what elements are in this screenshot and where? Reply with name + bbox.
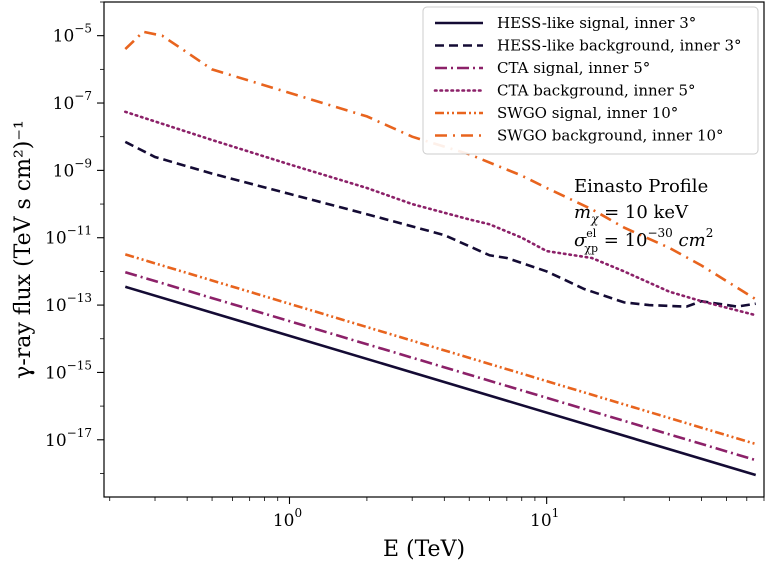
legend-box	[422, 6, 759, 155]
y-axis-label: γ-ray flux (TeV s cm²)⁻¹	[11, 120, 36, 379]
series-line-5	[124, 253, 757, 446]
annotation-line-3: σel χp = 10−30 cm2	[574, 226, 713, 255]
annotation-sigma-sub: χp	[584, 242, 598, 255]
annotation-mass-symbol: m	[574, 202, 591, 223]
annotation-sigma-sup: el	[586, 227, 597, 240]
legend-label: CTA signal, inner 5°	[497, 59, 650, 77]
y-tick-label: 10−17	[45, 426, 92, 451]
annotation-sigma-unit: cm	[673, 230, 706, 251]
y-tick-label: 10−9	[53, 156, 92, 181]
annotation: Einasto Profile mχ = 10 keV σel χp = 10−3…	[574, 176, 713, 255]
annotation-sigma-eq: = 10	[598, 230, 647, 251]
series-line-4	[124, 110, 757, 317]
axes: 100 101 10−17 10−15 10−13 10−11 10−9 10−7 10−5 E …	[11, 1, 765, 562]
legend-label: SWGO background, inner 10°	[497, 127, 724, 145]
y-tick-label: 10−15	[45, 358, 92, 383]
annotation-line-1: Einasto Profile	[574, 176, 708, 197]
legend-label: HESS-like background, inner 3°	[497, 37, 742, 55]
series-line-1	[124, 285, 757, 477]
y-tick-label: 10−11	[45, 224, 92, 249]
annotation-mass-value: = 10 keV	[598, 202, 689, 223]
x-tick-label: 100	[273, 506, 302, 531]
annotation-sigma-unit-exp: 2	[706, 226, 714, 240]
legend-label: CTA background, inner 5°	[497, 82, 696, 100]
x-axis-label: E (TeV)	[383, 537, 465, 562]
y-tick-label: 10−13	[45, 291, 92, 316]
legend-label: HESS-like signal, inner 3°	[497, 14, 696, 32]
x-tick-label: 101	[530, 506, 559, 531]
legend-label: SWGO signal, inner 10°	[497, 104, 678, 122]
series-line-3	[124, 270, 757, 462]
y-tick-label: 10−7	[53, 89, 92, 114]
annotation-sigma-symbol: σ	[574, 230, 587, 251]
annotation-sigma-exp: −30	[647, 226, 672, 240]
annotation-line-2: mχ = 10 keV	[574, 202, 689, 226]
plot-frame	[103, 1, 765, 498]
series-line-2	[124, 140, 756, 308]
legend: HESS-like signal, inner 3° HESS-like back…	[422, 6, 759, 155]
y-tick-label: 10−5	[53, 22, 92, 47]
plot-area	[103, 1, 765, 498]
annotation-mass-subscript: χ	[590, 212, 599, 226]
